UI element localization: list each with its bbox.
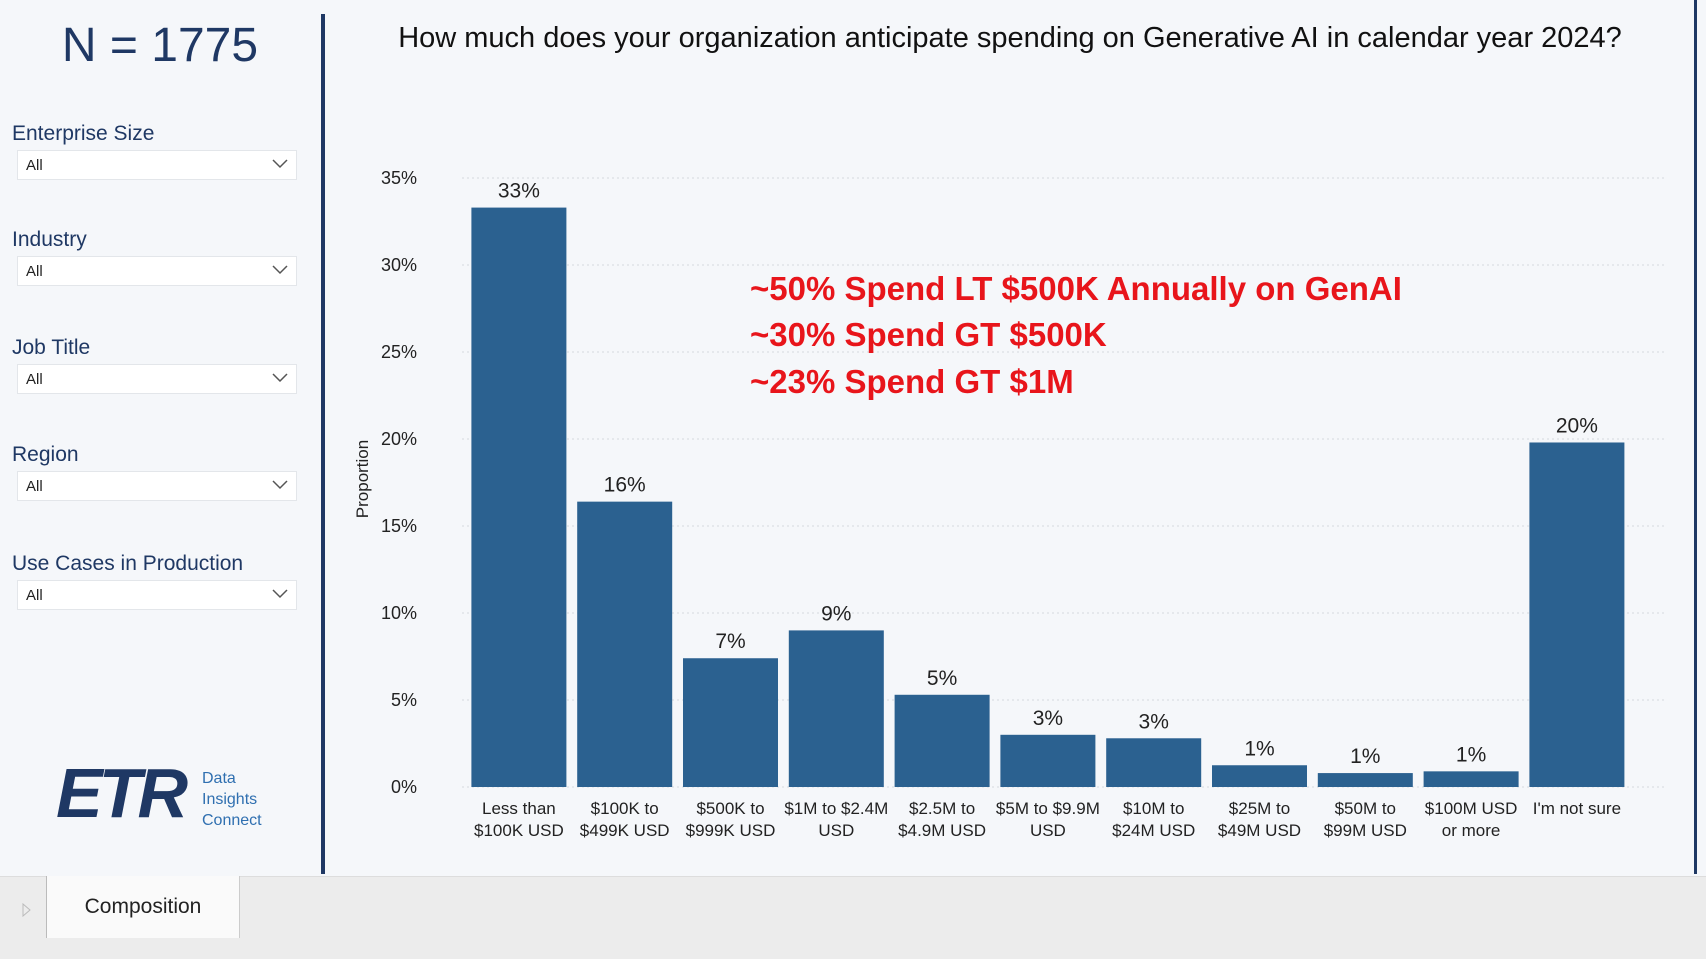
- data-label: 3%: [1033, 707, 1063, 730]
- bar: [1000, 734, 1096, 787]
- x-tick-label: $50M to $99M USD: [1323, 799, 1407, 840]
- dropdown[interactable]: All: [17, 580, 297, 610]
- logo-text: Insights: [202, 791, 258, 808]
- filter-label: Region: [12, 443, 79, 466]
- dropdown[interactable]: All: [17, 471, 297, 501]
- y-tick-label: 30%: [381, 255, 417, 275]
- data-label: 5%: [927, 667, 957, 690]
- bar: [1106, 738, 1202, 787]
- dropdown-arrow: [272, 373, 288, 383]
- y-axis-label: Proportion: [353, 440, 372, 518]
- filter-label: Industry: [12, 228, 87, 251]
- x-tick-label: $100M USD or more: [1424, 799, 1518, 840]
- data-label: 9%: [821, 602, 851, 625]
- dropdown-arrow: [272, 159, 288, 169]
- filter-label: Job Title: [12, 336, 91, 359]
- dropdown-arrow: [272, 589, 288, 599]
- data-label: 7%: [715, 630, 745, 653]
- x-tick-label: $100K to $499K USD: [579, 799, 670, 840]
- dropdown[interactable]: All: [17, 150, 297, 180]
- dropdown[interactable]: All: [17, 256, 297, 286]
- bar: [1423, 771, 1519, 787]
- annotation: ~23% Spend GT $1M: [750, 363, 1074, 400]
- bar: [1317, 773, 1413, 787]
- y-tick-label: 35%: [381, 168, 417, 188]
- chart-title: How much does your organization anticipa…: [398, 22, 1622, 54]
- tab[interactable]: Composition: [46, 876, 240, 938]
- y-tick-label: 10%: [381, 603, 417, 623]
- x-tick-label: Less than $100K USD: [474, 799, 564, 840]
- y-tick-label: 0%: [391, 777, 417, 797]
- x-tick-label: $5M to $9.9M USD: [995, 799, 1100, 840]
- data-label: 16%: [604, 474, 646, 497]
- x-tick-label: $25M to $49M USD: [1217, 799, 1302, 840]
- dropdown-arrow: [272, 265, 288, 275]
- bar: [1212, 765, 1307, 787]
- bar: [894, 694, 990, 787]
- chart: Proportion 0% 5% 10% 15% 20% 25% 30% 35% 33% 16% 7%…: [353, 168, 1665, 797]
- data-label: 1%: [1350, 745, 1380, 768]
- tab-arrow[interactable]: [22, 903, 32, 917]
- data-label: 33%: [498, 180, 540, 203]
- data-label: 3%: [1139, 710, 1169, 733]
- filter-label: Enterprise Size: [12, 122, 155, 145]
- data-label: 1%: [1244, 737, 1274, 760]
- annotation: ~50% Spend LT $500K Annually on GenAI: [750, 270, 1402, 307]
- bar: [788, 630, 884, 787]
- divider: [1694, 0, 1697, 874]
- y-tick-label: 15%: [381, 516, 417, 536]
- data-label: 20%: [1556, 414, 1598, 437]
- x-tick-label: $1M to $2.4M USD: [784, 799, 889, 840]
- logo-text: Connect: [202, 812, 262, 829]
- dropdown[interactable]: All: [17, 364, 297, 394]
- y-tick-label: 20%: [381, 429, 417, 449]
- y-tick-label: 5%: [391, 690, 417, 710]
- divider: [321, 14, 325, 874]
- annotation: ~30% Spend GT $500K: [750, 316, 1107, 353]
- data-label: 1%: [1456, 743, 1486, 766]
- dropdown-arrow: [272, 480, 288, 490]
- y-tick-label: 25%: [381, 342, 417, 362]
- bar: [577, 501, 673, 787]
- bar: [1529, 442, 1625, 787]
- logo: ETR: [56, 754, 188, 832]
- x-tick-label: I'm not sure: [1532, 799, 1622, 818]
- bar: [683, 658, 778, 787]
- x-tick-label: $10M to $24M USD: [1112, 799, 1196, 840]
- x-tick-label: $500K to $999K USD: [685, 799, 776, 840]
- x-tick-label: $2.5M to $4.9M USD: [898, 799, 987, 840]
- filter-label: Use Cases in Production: [12, 552, 244, 575]
- logo-text: Data: [202, 770, 236, 787]
- sample-size: N = 1775: [61, 19, 259, 72]
- tab-bar: [0, 876, 1706, 959]
- bar: [471, 207, 567, 787]
